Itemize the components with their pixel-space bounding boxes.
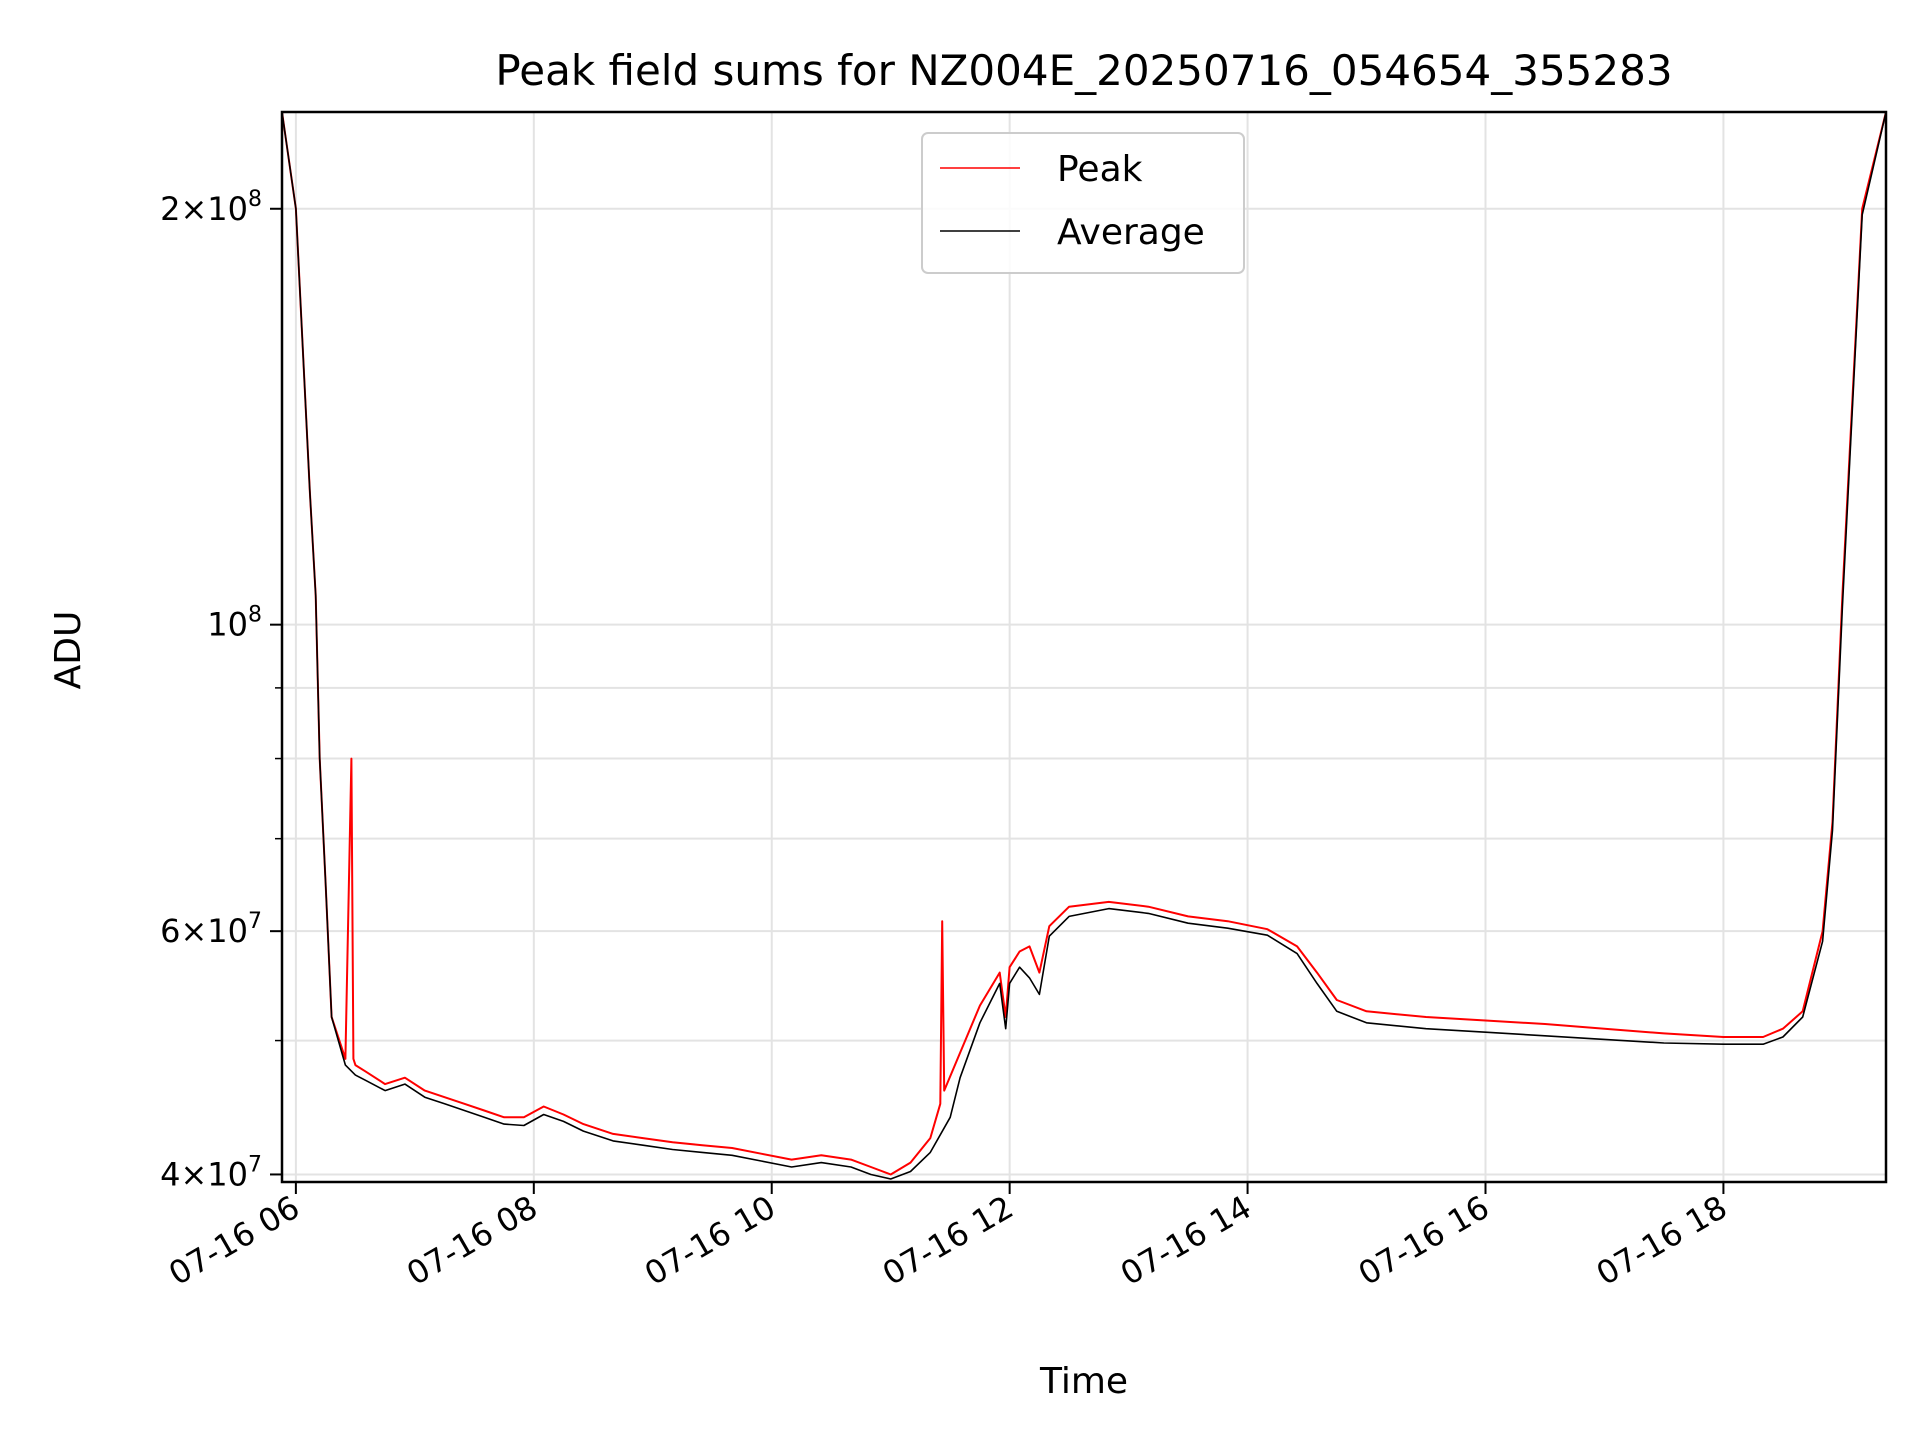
y-tick-label: 6×107 xyxy=(160,909,262,950)
legend-label-average: Average xyxy=(1057,212,1205,253)
y-tick-label: 4×107 xyxy=(160,1152,262,1193)
y-axis: 4×107 6×107 108 2×108 xyxy=(160,187,282,1193)
legend-label-peak: Peak xyxy=(1057,149,1143,190)
y-axis-title: ADU xyxy=(48,611,89,690)
series-line-peak xyxy=(282,112,1886,1176)
y-tick-label: 2×108 xyxy=(160,187,262,228)
series-line-average xyxy=(282,112,1886,1180)
series-layer xyxy=(282,112,1886,1180)
plot-frame xyxy=(280,110,1888,1184)
y-tick-label: 108 xyxy=(207,603,262,644)
chart-title: Peak field sums for NZ004E_20250716_0546… xyxy=(495,46,1672,95)
x-axis-title: Time xyxy=(1039,1361,1128,1402)
legend: Peak Average xyxy=(921,132,1245,274)
